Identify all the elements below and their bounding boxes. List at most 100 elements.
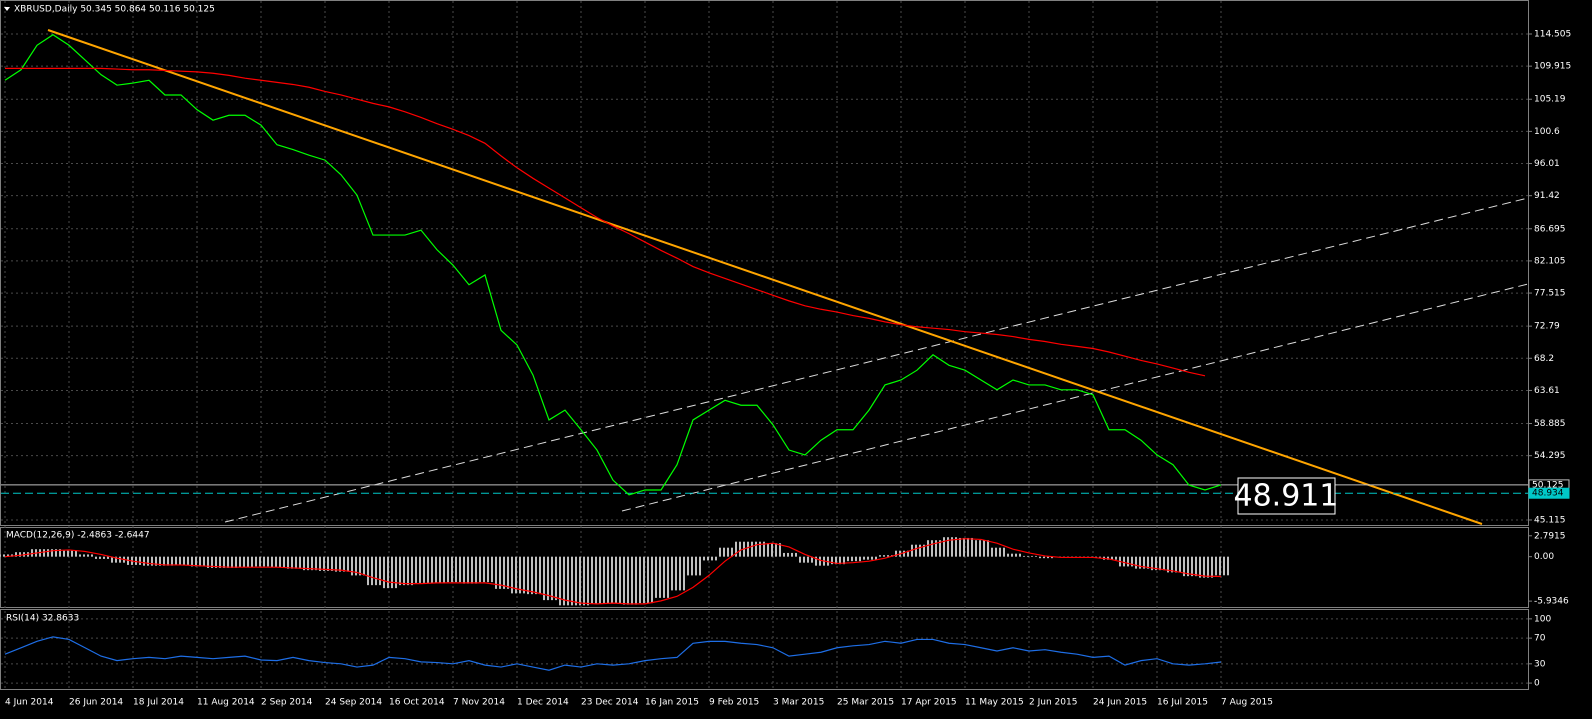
histogram-bar	[1187, 556, 1189, 577]
histogram-bar	[603, 556, 605, 604]
histogram-bar	[19, 552, 21, 557]
histogram-bar	[651, 556, 653, 604]
histogram-bar	[143, 556, 145, 566]
histogram-bar	[395, 556, 397, 589]
histogram-bar	[799, 556, 801, 563]
histogram-bar	[1183, 556, 1185, 577]
y-tick-label: 91.42	[1534, 191, 1560, 201]
histogram-bar	[495, 556, 497, 589]
histogram-bar	[551, 556, 553, 601]
histogram-bar	[199, 556, 201, 567]
histogram-bar	[427, 556, 429, 583]
histogram-bar	[403, 556, 405, 586]
histogram-bar	[99, 556, 101, 559]
y-tick-label: -5.9346	[1534, 597, 1569, 607]
histogram-bar	[263, 556, 265, 567]
x-tick-label: 16 Oct 2014	[389, 698, 445, 708]
histogram-bar	[751, 541, 753, 557]
x-tick-label: 11 Aug 2014	[197, 698, 255, 708]
histogram-bar	[179, 556, 181, 565]
histogram-bar	[639, 556, 641, 604]
histogram-bar	[1191, 556, 1193, 577]
histogram-bar	[1099, 556, 1101, 558]
channel-line	[621, 283, 1529, 512]
price-annotation: 48.911	[1234, 479, 1339, 514]
histogram-bar	[1163, 556, 1165, 571]
histogram-bar	[995, 547, 997, 557]
histogram-bar	[791, 552, 793, 557]
histogram-bar	[1047, 556, 1049, 559]
histogram-bar	[711, 556, 713, 561]
histogram-bar	[523, 556, 525, 594]
histogram-bar	[659, 556, 661, 598]
x-tick-label: 4 Jun 2014	[5, 698, 54, 708]
histogram-bar	[1035, 555, 1037, 557]
histogram-bar	[467, 556, 469, 584]
histogram-bar	[983, 540, 985, 557]
histogram-bar	[191, 556, 193, 567]
histogram-bar	[207, 556, 209, 568]
histogram-bar	[323, 556, 325, 571]
x-tick-label: 2 Jun 2015	[1029, 698, 1077, 708]
histogram-bar	[1207, 556, 1209, 578]
histogram-bar	[7, 554, 9, 557]
histogram-bar	[211, 556, 213, 568]
histogram-bar	[279, 556, 281, 568]
y-tick-label: 0.00	[1534, 552, 1554, 562]
histogram-bar	[31, 549, 33, 557]
histogram-bar	[999, 547, 1001, 557]
histogram-bar	[859, 556, 861, 562]
histogram-bar	[111, 556, 113, 563]
x-tick-label: 1 Dec 2014	[517, 698, 569, 708]
histogram-bar	[1175, 556, 1177, 573]
histogram-bar	[71, 550, 73, 557]
histogram-bar	[599, 556, 601, 604]
histogram-bar	[399, 556, 401, 586]
histogram-bar	[499, 556, 501, 589]
histogram-bar	[567, 556, 569, 606]
y-tick-label: 68.2	[1534, 354, 1554, 364]
histogram-bar	[759, 541, 761, 557]
histogram-bar	[539, 556, 541, 595]
histogram-bar	[15, 552, 17, 557]
chart-title: XBRUSD,Daily 50.345 50.864 50.116 50.125	[14, 5, 215, 15]
histogram-bar	[251, 556, 253, 568]
histogram-bar	[0, 554, 1, 557]
x-tick-label: 7 Aug 2015	[1221, 698, 1273, 708]
histogram-bar	[863, 556, 865, 560]
menu-arrow[interactable]	[4, 7, 10, 11]
histogram-bar	[967, 537, 969, 557]
histogram-bar	[883, 555, 885, 557]
histogram-bar	[1023, 555, 1025, 557]
histogram-bar	[1171, 556, 1173, 573]
histogram-bar	[671, 556, 673, 591]
x-tick-label: 11 May 2015	[965, 698, 1024, 708]
histogram-bar	[935, 540, 937, 557]
histogram-bar	[291, 556, 293, 569]
y-tick-label: 86.695	[1534, 224, 1566, 234]
histogram-bar	[851, 556, 853, 562]
histogram-bar	[719, 547, 721, 557]
histogram-bar	[455, 556, 457, 583]
histogram-bar	[367, 556, 369, 586]
histogram-bar	[383, 556, 385, 589]
histogram-bar	[803, 556, 805, 563]
histogram-bar	[259, 556, 261, 567]
histogram-bar	[195, 556, 197, 567]
histogram-bar	[231, 556, 233, 568]
histogram-bar	[775, 543, 777, 557]
histogram-bar	[219, 556, 221, 568]
histogram-bar	[787, 552, 789, 557]
x-tick-label: 17 Apr 2015	[901, 698, 957, 708]
histogram-bar	[1135, 556, 1137, 569]
histogram-bar	[139, 556, 141, 565]
histogram-bar	[923, 544, 925, 557]
histogram-bar	[951, 537, 953, 557]
histogram-bar	[91, 554, 93, 557]
histogram-bar	[379, 556, 381, 586]
histogram-bar	[555, 556, 557, 601]
histogram-bar	[387, 556, 389, 589]
y-tick-label: 114.505	[1534, 30, 1571, 40]
histogram-bar	[627, 556, 629, 605]
histogram-bar	[43, 549, 45, 557]
